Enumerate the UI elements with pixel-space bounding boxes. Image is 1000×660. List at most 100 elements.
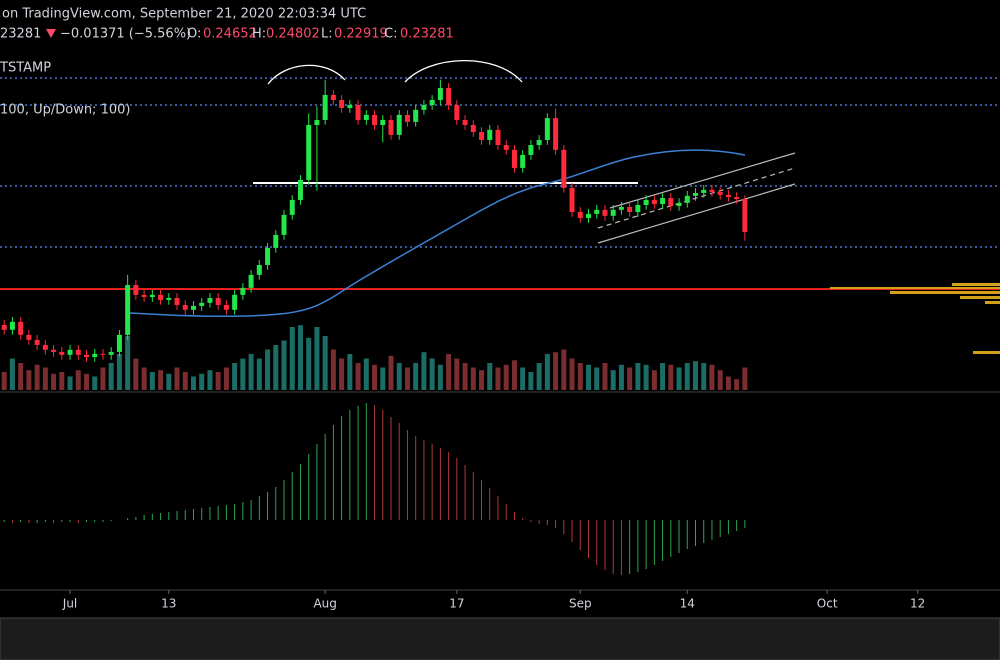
channel-middle bbox=[597, 167, 796, 229]
candle-body bbox=[586, 213, 592, 219]
candle-body bbox=[18, 321, 24, 335]
candle-body bbox=[9, 321, 15, 330]
volume-bar bbox=[108, 363, 114, 390]
volume-bar bbox=[495, 367, 501, 390]
candle-body bbox=[602, 209, 608, 216]
volume-bar bbox=[232, 363, 238, 390]
channel-lower bbox=[597, 183, 796, 244]
volume-bar bbox=[215, 372, 221, 390]
volume-bar bbox=[372, 364, 378, 390]
volume-bar bbox=[166, 373, 172, 390]
volume-bar bbox=[125, 336, 131, 390]
candle-body bbox=[281, 214, 287, 235]
volume-bar bbox=[9, 358, 15, 390]
volume-profile bbox=[973, 351, 1000, 354]
volume-bar bbox=[141, 367, 147, 390]
candle-body bbox=[133, 284, 139, 295]
volume-bar bbox=[610, 370, 616, 390]
candle-body bbox=[610, 209, 616, 216]
candle-body bbox=[207, 297, 213, 303]
bottom-bar bbox=[0, 617, 1000, 660]
volume-bar bbox=[190, 376, 196, 390]
volume-bar bbox=[380, 367, 386, 390]
candle-body bbox=[725, 194, 731, 198]
candle-body bbox=[511, 149, 517, 168]
volume-bar bbox=[635, 363, 641, 390]
volume-bar bbox=[487, 363, 493, 390]
candle-body bbox=[199, 302, 205, 306]
candle-body bbox=[618, 206, 624, 210]
volume-bar bbox=[479, 370, 485, 390]
drawings bbox=[0, 59, 1000, 354]
volume-bar bbox=[18, 363, 24, 390]
volume-bar bbox=[627, 367, 633, 390]
candle-body bbox=[190, 305, 196, 310]
candle-body bbox=[42, 344, 48, 350]
volume-bar bbox=[182, 372, 188, 390]
volume-profile bbox=[985, 301, 1000, 304]
candle-body bbox=[709, 189, 715, 192]
shoulder-arc bbox=[267, 64, 346, 85]
volume-bar bbox=[503, 364, 509, 390]
volume-bar bbox=[561, 349, 567, 390]
x-tick-label: 13 bbox=[161, 597, 176, 611]
volume-bar bbox=[59, 372, 65, 390]
candle-body bbox=[289, 199, 295, 215]
volume-bar bbox=[240, 358, 246, 390]
volume-bar bbox=[725, 376, 731, 390]
candle-body bbox=[553, 118, 559, 150]
candle-body bbox=[717, 192, 723, 195]
volume-bar bbox=[116, 354, 122, 390]
candle-body bbox=[372, 114, 378, 126]
volume-bar bbox=[676, 367, 682, 390]
volume-bar bbox=[158, 370, 164, 390]
candle-body bbox=[413, 109, 419, 122]
candle-body bbox=[322, 94, 328, 120]
high-value: 0.24802 bbox=[266, 27, 320, 42]
candle-body bbox=[684, 195, 690, 203]
candle-body bbox=[174, 297, 180, 305]
candle-body bbox=[446, 87, 452, 106]
candle-body bbox=[297, 179, 303, 200]
volume-bar bbox=[684, 363, 690, 390]
shoulder-arc bbox=[404, 59, 523, 83]
candle-body bbox=[240, 287, 246, 295]
candle-body bbox=[232, 294, 238, 310]
volume-bar bbox=[256, 358, 262, 390]
volume-bar bbox=[404, 367, 410, 390]
candle-body bbox=[314, 119, 320, 126]
volume-profile bbox=[960, 296, 1000, 299]
volume-profile bbox=[830, 287, 1000, 289]
candle-body bbox=[421, 105, 427, 110]
volume-bar bbox=[174, 367, 180, 390]
close-value: 0.23281 bbox=[400, 27, 454, 42]
candle-body bbox=[495, 129, 501, 146]
candle-body bbox=[92, 353, 98, 357]
volume-bar bbox=[577, 363, 583, 390]
moving-average bbox=[129, 149, 746, 317]
candle-body bbox=[347, 105, 353, 108]
x-tick-label: 17 bbox=[449, 597, 464, 611]
volume-bar bbox=[330, 349, 336, 390]
volume-bar bbox=[520, 367, 526, 390]
volume-bar bbox=[602, 363, 608, 390]
candle-body bbox=[462, 119, 468, 126]
volume-bar bbox=[314, 327, 320, 390]
candle-body bbox=[503, 145, 509, 150]
x-tick-label: 12 bbox=[910, 597, 925, 611]
candle-body bbox=[742, 198, 748, 232]
volume-bar bbox=[273, 345, 279, 390]
candle-body bbox=[536, 139, 542, 146]
candle-body bbox=[651, 199, 657, 205]
low-label: L: bbox=[321, 27, 333, 42]
volume-bar bbox=[363, 358, 369, 390]
candle-body bbox=[437, 87, 443, 100]
candle-body bbox=[355, 105, 361, 120]
volume-bar bbox=[42, 367, 48, 390]
volume-bar bbox=[149, 372, 155, 390]
candle-body bbox=[166, 297, 172, 300]
volume-profile bbox=[890, 291, 1000, 294]
volume-bar bbox=[511, 360, 517, 390]
candle-body bbox=[429, 99, 435, 106]
